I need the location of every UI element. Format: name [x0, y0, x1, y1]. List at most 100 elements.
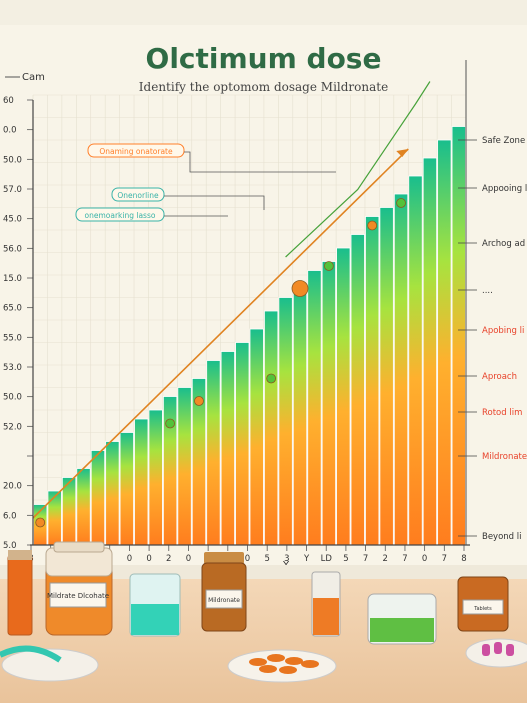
bar: [177, 387, 192, 546]
bar: [90, 450, 106, 546]
x-tick-label: 0: [127, 554, 132, 564]
bottle-4: Tablets: [457, 576, 509, 632]
y-tick-label: 50.0: [3, 155, 22, 165]
bar: [249, 328, 264, 546]
y-tick-label: 20.0: [3, 482, 22, 492]
annotation-layer: Onaming onatorate Onenorline onemoarking l…: [75, 143, 336, 222]
bar: [321, 261, 336, 546]
plate-left: [1, 648, 99, 682]
bar: [278, 297, 293, 546]
bar: [379, 207, 394, 546]
bar: [134, 418, 149, 546]
chart-subtitle: Identify the optomom dosage Mildronate: [138, 80, 389, 94]
x-tick-label: 8: [461, 554, 466, 564]
x-tick-label: 0: [245, 554, 250, 564]
bar: [47, 490, 62, 546]
zone-label: Apobing li: [482, 326, 524, 336]
y-tick-label: 0.0: [3, 126, 17, 136]
x-tick-label: Y: [303, 554, 310, 564]
spoon: [0, 645, 62, 663]
x-tick-label: 7: [442, 554, 447, 564]
trend-point: [291, 280, 309, 297]
y-tick-label: 65.0: [3, 304, 22, 314]
x-tick-label: 7: [402, 554, 407, 564]
zone-label: Mildronate Indtyinica: [482, 452, 527, 462]
trend-point: [165, 418, 176, 429]
y-tick-label: 15.0: [3, 274, 22, 284]
zone-label: Appooing li: [482, 184, 527, 194]
x-tick-label: 5: [343, 554, 348, 564]
trend-point: [323, 261, 334, 271]
bars-layer: [33, 126, 466, 546]
pills-right: [482, 642, 514, 656]
bar: [264, 310, 279, 546]
y-tick-label: 52.0: [3, 422, 22, 432]
x-tick-label: 0: [146, 554, 151, 564]
x-tick-label: 5: [264, 554, 269, 564]
bar: [437, 139, 452, 546]
annotation-label: onemoarking lasso: [85, 211, 156, 220]
y-tick-label: 56.0: [3, 244, 22, 254]
bar: [422, 157, 438, 546]
annotation-connector: [164, 195, 265, 210]
trend-point: [266, 373, 277, 384]
y-tick-label: 57.0: [3, 185, 22, 195]
trend-point: [194, 396, 204, 406]
y-tick-label: 50.0: [3, 393, 22, 403]
bar: [408, 175, 423, 546]
bottle-1: [7, 550, 33, 636]
y-tick-label: 55.0: [3, 333, 22, 343]
bar: [220, 351, 235, 546]
bar: [393, 193, 409, 546]
x-tick-label: LD: [321, 554, 333, 564]
beaker-2: [367, 593, 437, 645]
x-tick-label: 0: [186, 554, 191, 564]
bar: [235, 342, 250, 546]
bar: [451, 126, 466, 546]
x-tick-label: 2: [166, 554, 171, 564]
bottle-2-label: Mildrate Dlcohate: [47, 592, 109, 600]
annotation-box: [87, 143, 185, 158]
x-tick-label: 0: [422, 554, 427, 564]
x-tick-label: 2: [383, 554, 388, 564]
trend-point: [35, 517, 46, 528]
bottle-2: Mildrate Dlcohate: [45, 541, 113, 636]
y-tick-label: 5.0: [3, 541, 17, 551]
bar: [365, 216, 380, 546]
bar: [292, 288, 308, 546]
y-tick-label: 6.0: [3, 511, 17, 521]
chart-title: Olctimum dose: [145, 42, 382, 75]
bar: [206, 360, 221, 546]
zone-layer: Safe Zone Appooing li Archog ad.... Apobing…: [458, 136, 527, 542]
annotation-box: [111, 187, 165, 202]
x-tick-label: 3: [284, 554, 289, 564]
tube-1: [311, 571, 341, 637]
trend-point: [367, 220, 378, 231]
zone-label: Rotod lim: [482, 408, 522, 418]
annotation-connector: [184, 151, 336, 173]
plate-center: [227, 649, 337, 683]
y-tick-label: 60: [3, 96, 14, 106]
trend-point: [396, 198, 406, 208]
bar: [148, 409, 163, 546]
zone-label: Archog ad: [482, 239, 525, 249]
bar: [307, 270, 322, 546]
zone-label: Aproach: [482, 372, 517, 382]
zone-label: Beyond li: [482, 532, 522, 542]
bar: [350, 234, 365, 546]
upper-trend-line: [285, 81, 431, 258]
bottle-3: Mildronate: [201, 552, 247, 632]
zone-label: ....: [482, 286, 493, 296]
bottle-3-label: Mildronate: [208, 597, 240, 604]
zone-label: Safe Zone: [482, 136, 525, 146]
bar: [105, 441, 120, 546]
bar: [336, 247, 351, 546]
trend-line: [32, 148, 409, 519]
x-tick-label: 7: [363, 554, 368, 564]
annotation-label: Onenorline: [117, 191, 159, 200]
y-tick-label: 45.0: [3, 215, 22, 225]
bottle-4-label: Tablets: [473, 606, 492, 612]
trend-layer: [32, 81, 431, 528]
bar: [76, 468, 91, 546]
